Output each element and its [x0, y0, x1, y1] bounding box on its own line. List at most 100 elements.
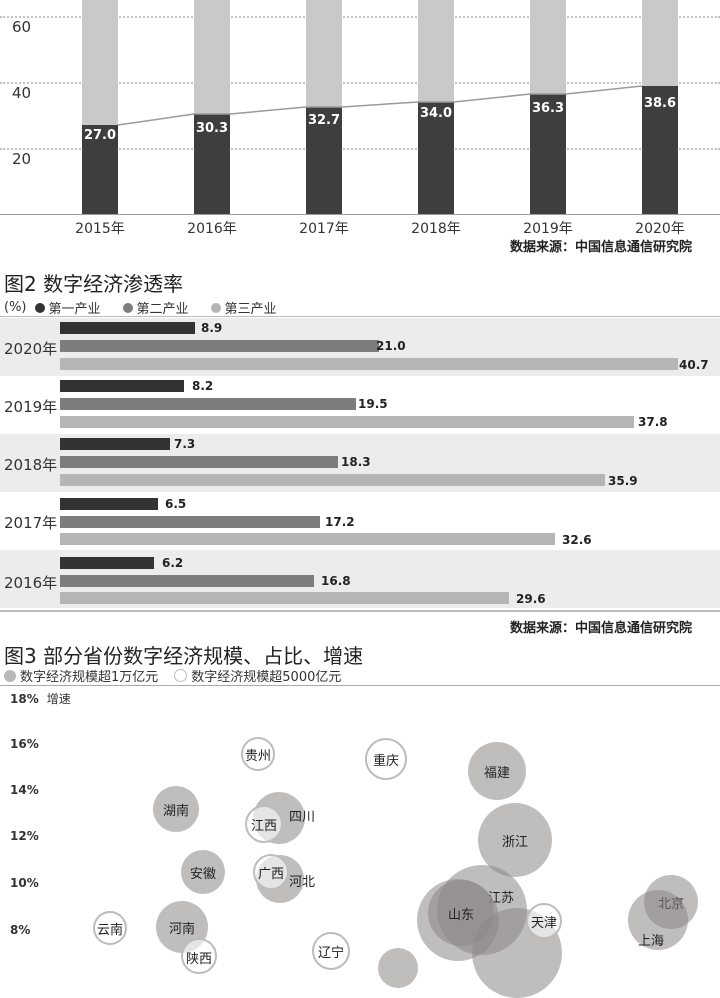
value-label-2019: 36.3	[531, 101, 565, 116]
y-tick-12: 12%	[10, 829, 39, 843]
value-label-2017: 32.7	[307, 113, 341, 128]
value-label-2020: 38.6	[643, 96, 677, 111]
legend-dot-tertiary-icon	[210, 302, 221, 313]
value-2017-primary: 6.5	[165, 497, 187, 511]
bubble-anhui[interactable]: 安徽	[181, 850, 225, 894]
bubble-guizhou[interactable]: 贵州	[241, 737, 275, 771]
legend-big: 数字经济规模超1万亿元	[20, 670, 159, 685]
bar-2017-secondary	[60, 516, 320, 528]
bar-2017-primary	[60, 498, 158, 510]
bar-2016-tertiary	[60, 592, 509, 604]
figure2-title: 图2 数字经济渗透率	[4, 272, 184, 296]
y-tick-10: 10%	[10, 876, 39, 890]
year-label-2017: 2017年	[4, 514, 58, 532]
figure3-title: 图3 部分省份数字经济规模、占比、增速	[4, 644, 364, 668]
bar-2018-secondary	[60, 456, 338, 468]
bar-share-2019	[530, 94, 566, 214]
value-label-2016: 30.3	[195, 121, 229, 136]
value-2018-tertiary: 35.9	[608, 474, 638, 488]
figure3-legend: 数字经济规模超1万亿元 数字经济规模超5000亿元	[4, 666, 341, 685]
bubble-shaanxi[interactable]: 陕西	[181, 938, 217, 974]
bubble-fujian[interactable]: 福建	[468, 742, 526, 800]
bar-2016-primary	[60, 557, 154, 569]
value-2020-secondary: 21.0	[376, 339, 406, 353]
label-shanghai: 上海	[638, 934, 665, 949]
y-tick-14: 14%	[10, 783, 39, 797]
bar-share-2015	[82, 125, 118, 214]
bar-2019-primary	[60, 380, 184, 392]
x-label-2020: 2020年	[635, 221, 685, 237]
x-label-2017: 2017年	[299, 221, 349, 237]
bubble-hunan[interactable]: 湖南	[153, 786, 199, 832]
bubble-liaoning[interactable]: 辽宁	[312, 932, 350, 970]
y-tick-40: 40	[12, 84, 32, 102]
bar-2018-primary	[60, 438, 170, 450]
gridline-40	[0, 82, 720, 84]
y-tick-18: 18% 增速	[10, 692, 71, 706]
year-label-2019: 2019年	[4, 398, 58, 416]
value-2020-tertiary: 40.7	[679, 358, 709, 372]
bar-2017-tertiary	[60, 533, 555, 545]
bar-share-2018	[418, 102, 454, 214]
value-2020-primary: 8.9	[201, 321, 223, 335]
bar-2019-secondary	[60, 398, 356, 410]
bar-2020-primary	[60, 322, 195, 334]
bubble-guangxi[interactable]: 广西	[253, 854, 289, 890]
bar-share-2020	[642, 86, 678, 214]
y-tick-60: 60	[12, 18, 32, 36]
value-2018-primary: 7.3	[174, 437, 196, 451]
bar-2019-tertiary	[60, 416, 634, 428]
label-hebei: 河北	[289, 875, 316, 890]
bar-2016-secondary	[60, 575, 314, 587]
bubble-chongqing[interactable]: 重庆	[365, 738, 407, 780]
value-2019-secondary: 19.5	[358, 397, 388, 411]
bubble-shanghai[interactable]	[628, 890, 688, 950]
value-2019-tertiary: 37.8	[638, 415, 668, 429]
source-note-fig1: 数据来源：中国信息通信研究院	[510, 240, 693, 255]
bubble-yunnan[interactable]: 云南	[93, 911, 127, 945]
legend-dot-secondary-icon	[122, 302, 133, 313]
bar-2020-secondary	[60, 340, 379, 352]
bar-share-2016	[194, 114, 230, 214]
legend-hollow-circle-icon	[174, 669, 188, 682]
figure2-bottom-rule	[0, 610, 720, 612]
bubble-partial-bottom[interactable]	[378, 948, 418, 988]
gridline-20	[0, 148, 720, 150]
unit-label: (%)	[4, 300, 27, 315]
year-label-2018: 2018年	[4, 456, 58, 474]
year-label-2016: 2016年	[4, 574, 58, 592]
bubble-zhejiang[interactable]: 浙江	[478, 803, 552, 877]
figure2-legend: (%) 第一产业 第二产业 第三产业	[4, 298, 277, 317]
value-2016-primary: 6.2	[162, 556, 184, 570]
figure3-rule	[0, 685, 720, 686]
value-2018-secondary: 18.3	[341, 455, 371, 469]
x-label-2018: 2018年	[411, 221, 461, 237]
y-tick-16: 16%	[10, 737, 39, 751]
value-label-2015: 27.0	[83, 128, 117, 143]
y-tick-20: 20	[12, 150, 32, 168]
gridline-60	[0, 16, 720, 18]
y-tick-8: 8%	[10, 923, 31, 937]
x-label-2016: 2016年	[187, 221, 237, 237]
bar-2018-tertiary	[60, 474, 605, 486]
x-axis	[0, 214, 720, 215]
value-2017-secondary: 17.2	[325, 515, 355, 529]
year-label-2020: 2020年	[4, 340, 58, 358]
bar-2020-tertiary	[60, 358, 678, 370]
legend-filled-circle-icon	[4, 669, 16, 682]
divider	[0, 316, 720, 317]
x-label-2015: 2015年	[75, 221, 125, 237]
label-sichuan: 四川	[289, 810, 316, 825]
value-2017-tertiary: 32.6	[562, 533, 592, 547]
legend-dot-primary-icon	[34, 302, 45, 313]
bubble-tianjin[interactable]: 天津	[526, 903, 562, 939]
bubble-jiangxi[interactable]: 江西	[245, 805, 283, 843]
value-label-2018: 34.0	[419, 106, 453, 121]
value-2016-tertiary: 29.6	[516, 592, 546, 606]
legend-small: 数字经济规模超5000亿元	[191, 670, 342, 685]
legend-tertiary: 第三产业	[224, 302, 277, 317]
legend-secondary: 第二产业	[136, 302, 189, 317]
source-note-fig2: 数据来源：中国信息通信研究院	[510, 621, 693, 636]
x-label-2019: 2019年	[523, 221, 573, 237]
value-2019-primary: 8.2	[192, 379, 214, 393]
